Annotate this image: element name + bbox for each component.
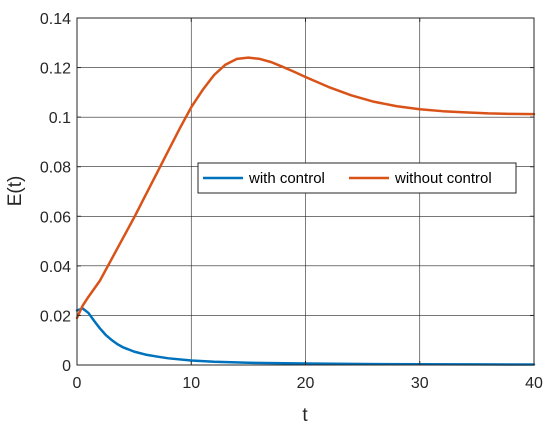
tick-marks [76, 17, 535, 366]
series-lines [75, 56, 536, 366]
series-line-without-control [75, 56, 536, 320]
x-tick-label: 30 [411, 375, 429, 392]
y-tick-label: 0.1 [49, 110, 71, 127]
x-tick-label: 0 [73, 375, 82, 392]
y-tick-labels: 0 0.02 0.04 0.06 0.08 0.1 0.12 0.14 [40, 11, 71, 375]
x-axis-label: t [302, 405, 308, 426]
x-tick-label: 20 [297, 375, 315, 392]
x-tick-label: 10 [182, 375, 200, 392]
y-tick-label: 0.14 [40, 11, 71, 28]
y-tick-label: 0.12 [40, 61, 71, 78]
y-tick-label: 0.04 [40, 259, 71, 276]
x-tick-labels: 0 10 20 30 40 [73, 375, 543, 392]
legend: with control without control [197, 162, 517, 194]
y-tick-label: 0 [62, 358, 71, 375]
series-line-with-control [75, 307, 536, 366]
y-tick-label: 0.08 [40, 160, 71, 177]
x-tick-label: 40 [525, 375, 543, 392]
y-axis-label: E(t) [5, 176, 26, 207]
legend-label-without-control: without control [394, 170, 492, 187]
legend-label-with-control: with control [248, 170, 325, 187]
y-tick-label: 0.02 [40, 308, 71, 325]
y-tick-label: 0.06 [40, 209, 71, 226]
